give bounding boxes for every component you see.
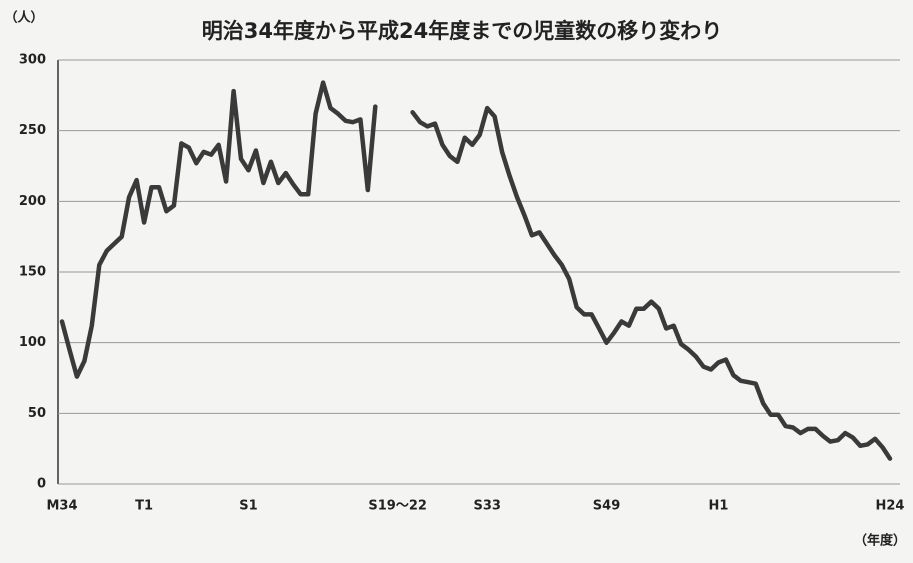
x-axis-label: （年度） [854,533,906,549]
y-axis-label: （人） [4,10,43,26]
y-tick-label: 250 [19,123,46,138]
y-tick-label: 200 [19,194,46,209]
x-tick-label: T1 [135,499,153,514]
data-line [59,80,893,461]
y-tick-label: 300 [19,53,46,68]
x-tick-label: S1 [239,499,257,514]
x-tick-label: H1 [708,499,728,514]
y-tick-label: 0 [37,477,46,492]
chart-title: 明治34年度から平成24年度までの児童数の移り変わり [202,19,722,43]
x-tick-label: H24 [876,499,905,514]
x-tick-label: S49 [593,499,620,514]
x-tick-label: S19〜22 [368,499,427,514]
x-tick-label: M34 [46,499,77,514]
y-tick-label: 150 [19,265,46,280]
x-tick-label: S33 [473,499,500,514]
y-tick-label: 100 [19,335,46,350]
y-tick-label: 50 [28,406,46,421]
